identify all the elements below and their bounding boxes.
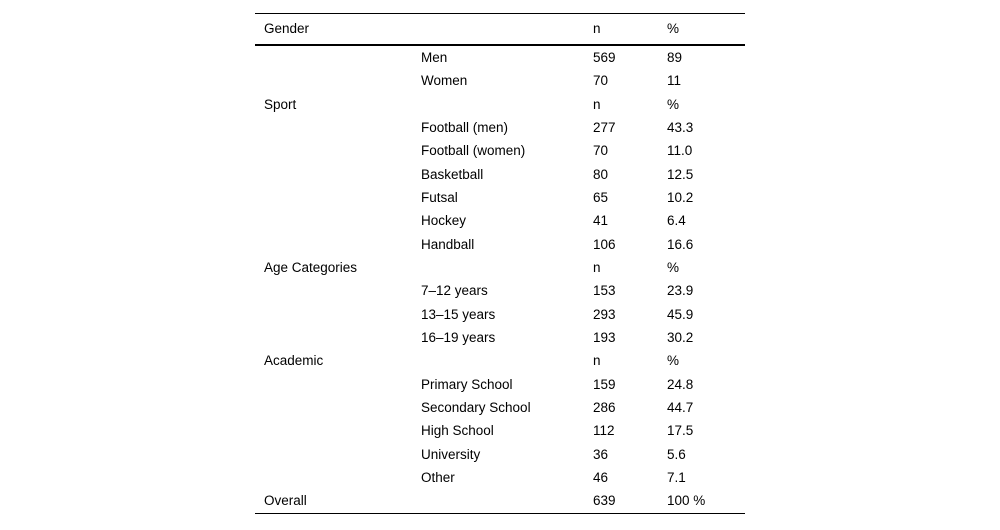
percent-cell: 5.6 — [667, 446, 686, 462]
n-cell: 159 — [593, 376, 616, 392]
n-cell: 41 — [593, 213, 609, 229]
percent-cell: 16.6 — [667, 236, 694, 252]
table-row: Futsal 65 10.2 — [255, 186, 745, 209]
table-row: University 36 5.6 — [255, 443, 745, 466]
header-category: Gender — [264, 21, 310, 37]
percent-cell: 24.8 — [667, 376, 694, 392]
subcategory-cell: 13–15 years — [421, 306, 496, 322]
subcategory-cell: Secondary School — [421, 400, 531, 416]
n-cell: 639 — [593, 493, 616, 509]
percent-cell: 7.1 — [667, 470, 686, 486]
subcategory-cell: University — [421, 446, 481, 462]
table-row: High School 112 17.5 — [255, 420, 745, 443]
table-row: Football (women) 70 11.0 — [255, 139, 745, 162]
table-row: Men 569 89 — [255, 46, 745, 69]
n-cell: 65 — [593, 189, 609, 205]
subcategory-cell: 16–19 years — [421, 330, 496, 346]
n-cell: 46 — [593, 470, 609, 486]
table-row: Hockey 41 6.4 — [255, 209, 745, 232]
table-section-row: Sport n % — [255, 93, 745, 116]
table-row: Basketball 80 12.5 — [255, 163, 745, 186]
header-n: n — [593, 21, 601, 37]
n-cell: 277 — [593, 119, 616, 135]
percent-cell: 45.9 — [667, 306, 694, 322]
subcategory-cell: High School — [421, 423, 494, 439]
percent-cell: 89 — [667, 49, 683, 65]
percent-cell: 12.5 — [667, 166, 694, 182]
percent-cell: 43.3 — [667, 119, 694, 135]
percent-cell: 10.2 — [667, 189, 694, 205]
n-cell: 293 — [593, 306, 616, 322]
percent-cell: 100 % — [667, 493, 706, 509]
subcategory-cell: Primary School — [421, 376, 513, 392]
n-cell: 70 — [593, 143, 609, 159]
percent-cell: 30.2 — [667, 330, 694, 346]
category-cell: Sport — [264, 96, 297, 112]
percent-cell: 17.5 — [667, 423, 694, 439]
table-section-row: Academic n % — [255, 349, 745, 372]
n-cell: n — [593, 260, 601, 276]
n-cell: 286 — [593, 400, 616, 416]
table-section-row: Age Categories n % — [255, 256, 745, 279]
percent-cell: 6.4 — [667, 213, 686, 229]
subcategory-cell: Hockey — [421, 213, 467, 229]
percent-cell: 11.0 — [667, 143, 693, 159]
percent-cell: % — [667, 260, 680, 276]
n-cell: 36 — [593, 446, 609, 462]
percent-cell: 23.9 — [667, 283, 694, 299]
subcategory-cell: Futsal — [421, 189, 458, 205]
n-cell: 106 — [593, 236, 616, 252]
demographics-table: Gender n % Men 569 89 Women 70 11 Sport … — [255, 13, 745, 514]
percent-cell: 11 — [667, 73, 682, 89]
subcategory-cell: 7–12 years — [421, 283, 488, 299]
table-row: 7–12 years 153 23.9 — [255, 279, 745, 302]
n-cell: 153 — [593, 283, 616, 299]
n-cell: 80 — [593, 166, 609, 182]
percent-cell: % — [667, 96, 680, 112]
category-cell: Age Categories — [264, 260, 358, 276]
percent-cell: 44.7 — [667, 400, 694, 416]
percent-cell: % — [667, 353, 680, 369]
table-row: Primary School 159 24.8 — [255, 373, 745, 396]
table-row: Handball 106 16.6 — [255, 233, 745, 256]
n-cell: 193 — [593, 330, 616, 346]
table-header-row: Gender n % — [255, 13, 745, 46]
table-row: Football (men) 277 43.3 — [255, 116, 745, 139]
n-cell: 112 — [593, 423, 615, 439]
header-percent: % — [667, 21, 680, 37]
table-total-row: Overall 639 100 % — [255, 490, 745, 513]
subcategory-cell: Women — [421, 73, 468, 89]
n-cell: 569 — [593, 49, 616, 65]
table-row: Other 46 7.1 — [255, 466, 745, 489]
table-row: 13–15 years 293 45.9 — [255, 303, 745, 326]
subcategory-cell: Basketball — [421, 166, 484, 182]
subcategory-cell: Football (men) — [421, 119, 509, 135]
subcategory-cell: Football (women) — [421, 143, 526, 159]
n-cell: n — [593, 96, 601, 112]
category-cell: Academic — [264, 353, 324, 369]
table-row: Women 70 11 — [255, 69, 745, 92]
n-cell: n — [593, 353, 601, 369]
subcategory-cell: Other — [421, 470, 455, 486]
table-row: Secondary School 286 44.7 — [255, 396, 745, 419]
table-row: 16–19 years 193 30.2 — [255, 326, 745, 349]
n-cell: 70 — [593, 73, 609, 89]
category-cell: Overall — [264, 493, 307, 509]
table-body: Men 569 89 Women 70 11 Sport n % Footbal… — [255, 46, 745, 514]
subcategory-cell: Handball — [421, 236, 475, 252]
subcategory-cell: Men — [421, 49, 448, 65]
